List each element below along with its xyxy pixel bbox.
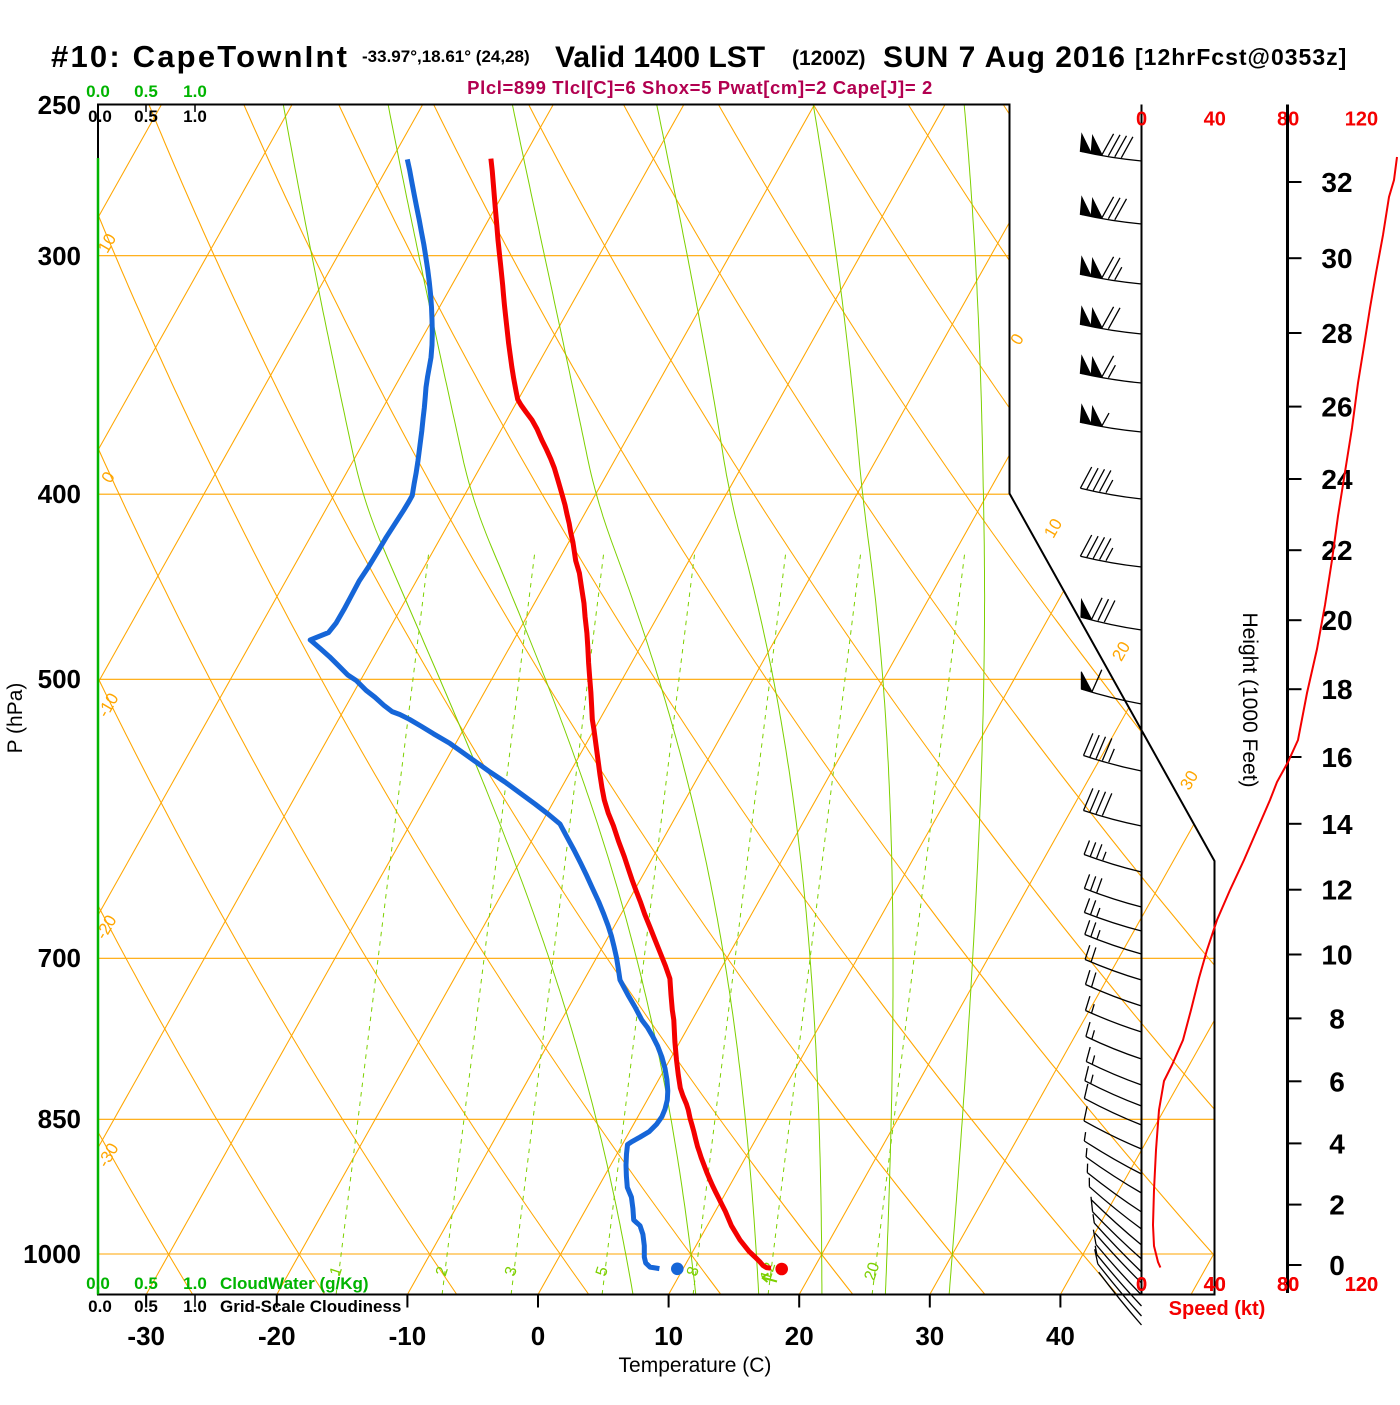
svg-text:[12hrFcst@0353z]: [12hrFcst@0353z] [1135,44,1347,70]
svg-text:40: 40 [1204,1274,1226,1296]
svg-text:#10: CapeTownInt: #10: CapeTownInt [51,39,349,74]
svg-text:850: 850 [38,1104,81,1134]
svg-text:P (hPa): P (hPa) [4,683,27,754]
svg-text:1.0: 1.0 [183,107,207,126]
svg-text:0.0: 0.0 [86,1274,110,1293]
svg-text:32: 32 [1321,167,1352,198]
svg-text:20: 20 [1321,605,1352,636]
svg-text:-10: -10 [389,1321,427,1351]
svg-text:0.0: 0.0 [88,107,112,126]
svg-text:700: 700 [38,943,81,973]
svg-text:1.0: 1.0 [183,1274,207,1293]
svg-text:2: 2 [1329,1190,1345,1221]
svg-text:80: 80 [1277,1274,1299,1296]
svg-text:0.0: 0.0 [86,82,110,101]
svg-text:4: 4 [1329,1128,1345,1159]
svg-text:120: 120 [1345,1274,1378,1296]
svg-text:Grid-Scale Cloudiness: Grid-Scale Cloudiness [220,1297,401,1316]
svg-text:20: 20 [862,1260,884,1282]
svg-text:Temperature (C): Temperature (C) [619,1354,772,1377]
svg-text:CloudWater (g/Kg): CloudWater (g/Kg) [220,1274,369,1293]
svg-text:6: 6 [1329,1066,1345,1097]
svg-text:Height (1000 Feet): Height (1000 Feet) [1238,612,1261,787]
svg-text:30: 30 [1321,243,1352,274]
svg-text:120: 120 [1345,1274,1378,1296]
svg-text:Valid 1400 LST: Valid 1400 LST [555,41,765,74]
svg-text:400: 400 [38,479,81,509]
svg-text:Plcl=899 Tlcl[C]=6 Shox=5 Pwat: Plcl=899 Tlcl[C]=6 Shox=5 Pwat[cm]=2 Cap… [467,77,933,98]
svg-text:10: 10 [654,1321,683,1351]
svg-text:22: 22 [1321,535,1352,566]
svg-text:0: 0 [1329,1250,1345,1281]
svg-text:-33.97°,18.61° (24,28): -33.97°,18.61° (24,28) [362,47,530,66]
svg-text:8: 8 [1329,1003,1345,1034]
svg-text:0: 0 [1136,1274,1147,1296]
svg-text:(1200Z): (1200Z) [792,47,866,70]
svg-text:28: 28 [1321,318,1352,349]
svg-text:16: 16 [1321,742,1352,773]
svg-text:40: 40 [1204,109,1226,131]
svg-text:0: 0 [1136,1274,1147,1296]
svg-text:0.5: 0.5 [134,107,158,126]
svg-text:300: 300 [38,241,81,271]
svg-text:12: 12 [1321,875,1352,906]
svg-text:SUN 7 Aug 2016: SUN 7 Aug 2016 [883,41,1126,74]
svg-text:-20: -20 [258,1321,296,1351]
svg-text:18: 18 [1321,674,1352,705]
svg-text:0.5: 0.5 [134,82,158,101]
svg-text:40: 40 [1046,1321,1075,1351]
svg-text:120: 120 [1345,109,1378,131]
svg-text:24: 24 [1321,464,1353,495]
svg-text:30: 30 [915,1321,944,1351]
svg-text:0: 0 [531,1321,545,1351]
svg-text:26: 26 [1321,392,1352,423]
svg-text:0.0: 0.0 [88,1297,112,1316]
svg-text:0.5: 0.5 [134,1274,158,1293]
svg-text:14: 14 [1321,809,1353,840]
svg-text:500: 500 [38,664,81,694]
svg-text:-30: -30 [127,1321,165,1351]
svg-text:0: 0 [1136,109,1147,131]
svg-text:Speed (kt): Speed (kt) [1169,1298,1266,1320]
svg-text:40: 40 [1204,1274,1226,1296]
svg-text:10: 10 [1321,940,1352,971]
svg-text:1.0: 1.0 [183,82,207,101]
svg-text:20: 20 [785,1321,814,1351]
svg-text:1000: 1000 [23,1239,81,1269]
svg-text:250: 250 [38,90,81,120]
